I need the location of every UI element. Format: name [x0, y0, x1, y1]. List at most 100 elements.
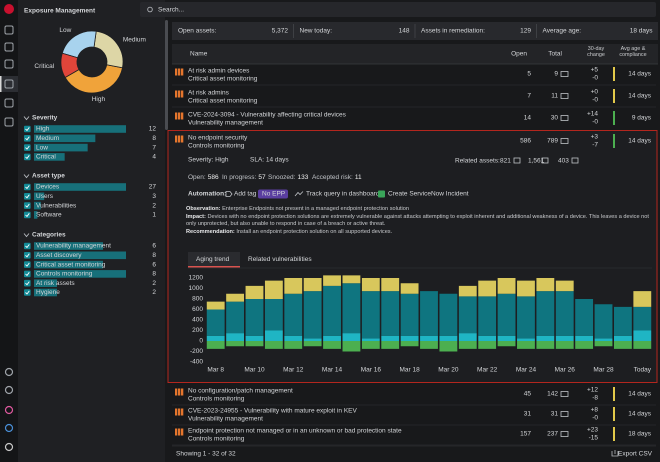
section-chevron[interactable] — [23, 233, 30, 238]
facet-label[interactable]: Users — [36, 193, 54, 200]
automation-action[interactable]: Create ServiceNow Incident — [388, 191, 469, 198]
facet-label[interactable]: Vulnerabilities — [36, 202, 77, 209]
facet-checkbox[interactable] — [24, 279, 31, 287]
search-placeholder: Search... — [158, 7, 184, 14]
facet-checkbox[interactable] — [24, 270, 31, 278]
tab[interactable]: Aging trend — [196, 256, 230, 263]
nav-active — [0, 76, 18, 92]
facet-checkbox[interactable] — [24, 144, 31, 151]
nav-icon[interactable] — [4, 79, 14, 89]
row-age: 14 days — [628, 93, 652, 100]
facet-label[interactable]: Asset discovery — [36, 252, 82, 259]
facet-label[interactable]: Critical asset monitoring — [36, 261, 106, 268]
bar-segment — [342, 341, 361, 352]
nav-icon[interactable] — [4, 59, 14, 69]
bar-segment — [245, 299, 264, 336]
nav-icon[interactable] — [4, 367, 14, 377]
row-name: At risk admins — [188, 90, 230, 97]
facet-label[interactable]: Hygiene — [36, 289, 60, 296]
facet-checkbox[interactable] — [24, 242, 31, 250]
facet-checkbox[interactable] — [24, 289, 31, 296]
export-button[interactable]: Export CSV — [618, 451, 653, 458]
section-header: Asset type — [32, 173, 65, 180]
related-count[interactable]: 1,561 — [528, 158, 545, 165]
facet-checkbox[interactable] — [24, 153, 31, 161]
bar-segment — [361, 278, 380, 292]
facet-count: 8 — [152, 135, 156, 142]
facet-label[interactable]: Critical — [36, 154, 56, 161]
severity-icon — [178, 68, 181, 76]
facet-bar — [34, 270, 126, 278]
detail-severity[interactable]: Severity: High — [188, 157, 229, 164]
checkmark — [25, 145, 30, 150]
row-change-down: -7 — [592, 142, 598, 149]
related-count[interactable]: 403 — [558, 158, 569, 165]
nav-icon[interactable] — [4, 98, 14, 108]
bar-segment — [517, 338, 535, 341]
bar-segment — [381, 278, 400, 292]
nav-icon[interactable] — [4, 405, 14, 415]
row-change-up: +8 — [591, 407, 599, 414]
facet-bar — [34, 242, 103, 250]
facet-checkbox[interactable] — [24, 211, 31, 219]
nav-icon[interactable] — [4, 442, 14, 452]
bar-segment — [613, 306, 632, 336]
row-age: 14 days — [628, 138, 652, 145]
facet-label[interactable]: Devices — [36, 184, 60, 191]
checkmark — [25, 127, 30, 132]
row-name: CVE-2023-24955 - Vulnerability with matu… — [188, 408, 358, 415]
related-count[interactable]: 821 — [500, 158, 511, 165]
bar-segment — [536, 278, 555, 292]
facet-label[interactable]: Software — [36, 212, 62, 219]
checkmark — [25, 185, 30, 190]
row-open: 157 — [520, 431, 531, 438]
automation-action[interactable]: Add tag — [234, 191, 257, 198]
compliance-bar — [613, 89, 615, 103]
facet-checkbox[interactable] — [24, 252, 31, 259]
facet-label[interactable]: Vulnerability management — [36, 243, 111, 250]
search-box[interactable] — [140, 2, 656, 17]
facet-label[interactable]: At risk assets — [36, 280, 75, 287]
severity-icon — [175, 135, 178, 143]
facet-checkbox[interactable] — [24, 125, 31, 133]
facet-label[interactable]: High — [36, 126, 50, 133]
facet-checkbox[interactable] — [24, 183, 31, 191]
row-change-down: -0 — [592, 97, 598, 104]
automation-action[interactable]: No EPP — [262, 191, 285, 198]
automation-action[interactable]: Track query in dashboard — [306, 191, 380, 198]
facet-label[interactable]: Medium — [36, 135, 59, 142]
compliance-bar — [613, 387, 615, 401]
facet-checkbox[interactable] — [24, 135, 31, 142]
compliance-bar — [613, 111, 615, 125]
y-tick-label: 200 — [192, 327, 203, 334]
facet-label[interactable]: Low — [36, 144, 48, 151]
detail-sla[interactable]: SLA: 14 days — [250, 157, 289, 164]
tab-active[interactable] — [188, 252, 240, 267]
nav-icon[interactable] — [4, 117, 14, 127]
facet-checkbox[interactable] — [24, 202, 31, 209]
facet-checkbox[interactable] — [24, 261, 31, 268]
bar-segment — [323, 335, 341, 341]
bar-segment — [264, 280, 283, 299]
nav-icon[interactable] — [4, 385, 14, 395]
section-chevron[interactable] — [23, 116, 30, 121]
row-change-down: -0 — [592, 119, 598, 126]
facet-count: 2 — [152, 202, 156, 209]
description-label: Recommendation: — [186, 228, 235, 235]
bar-segment — [323, 285, 341, 336]
nav-icon[interactable] — [4, 42, 14, 52]
section-chevron[interactable] — [23, 174, 30, 179]
bar-segment — [245, 335, 264, 341]
bar-segment — [633, 330, 652, 341]
facet-label[interactable]: Controls monitoring — [36, 271, 93, 278]
nav-icon[interactable] — [4, 423, 14, 433]
bar-segment — [420, 335, 438, 341]
bar-segment — [226, 333, 245, 341]
facet-bar — [34, 279, 57, 287]
bar-segment — [245, 341, 264, 347]
facet-checkbox[interactable] — [24, 193, 31, 200]
row-change-up: +0 — [591, 89, 599, 96]
nav-icon[interactable] — [4, 25, 14, 35]
tab[interactable]: Related vulnerabilities — [248, 256, 312, 263]
facet-bar — [34, 134, 96, 143]
